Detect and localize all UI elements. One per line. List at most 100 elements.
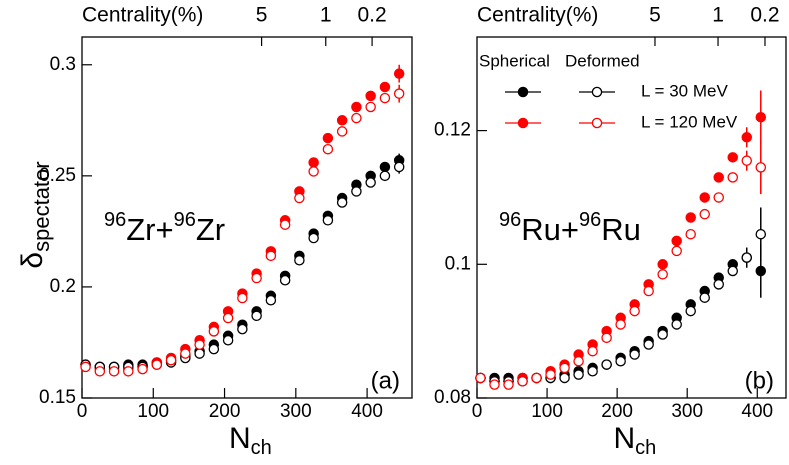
data-point bbox=[251, 310, 262, 322]
x-tick-label: 300 bbox=[671, 401, 703, 422]
data-point bbox=[294, 255, 305, 266]
data-point bbox=[336, 126, 348, 137]
x-axis-label: Nch bbox=[229, 422, 272, 459]
x-axis-label: Nch bbox=[614, 422, 657, 459]
data-point bbox=[629, 305, 640, 317]
data-point bbox=[208, 326, 220, 337]
plot-frame bbox=[476, 36, 787, 399]
system-mass: 96 bbox=[499, 209, 521, 231]
data-point bbox=[208, 343, 220, 355]
legend-marker bbox=[591, 86, 603, 98]
data-point bbox=[671, 319, 682, 330]
y-tick-label: 0.2 bbox=[50, 276, 76, 297]
x-tick-label: 100 bbox=[531, 401, 563, 422]
data-point bbox=[137, 363, 148, 375]
data-point bbox=[379, 161, 391, 173]
system-name: Ru bbox=[601, 212, 641, 247]
data-point bbox=[365, 101, 376, 113]
data-point bbox=[615, 355, 626, 367]
data-point bbox=[741, 252, 753, 263]
data-point bbox=[194, 339, 205, 350]
panel-label: (a) bbox=[371, 367, 400, 394]
data-point bbox=[489, 379, 500, 390]
data-point bbox=[279, 275, 291, 286]
data-point bbox=[279, 219, 291, 230]
legend-row: L = 120 MeV bbox=[641, 112, 738, 131]
data-point bbox=[531, 372, 542, 384]
x-tick-label: 0 bbox=[472, 401, 483, 422]
data-point bbox=[685, 228, 696, 240]
data-point bbox=[393, 161, 405, 173]
data-point bbox=[713, 192, 724, 203]
data-point bbox=[393, 88, 405, 99]
system-label: 96Zr+96Zr bbox=[104, 209, 225, 247]
data-point bbox=[657, 259, 668, 270]
data-point bbox=[671, 235, 682, 247]
data-point bbox=[108, 366, 120, 377]
system-name: Ru+ bbox=[521, 212, 579, 247]
y-tick-label: 0.3 bbox=[50, 54, 76, 75]
data-point bbox=[265, 295, 277, 306]
y-tick-label: 0.12 bbox=[434, 120, 471, 141]
data-point bbox=[643, 285, 654, 297]
legend-marker bbox=[517, 117, 529, 129]
data-point bbox=[741, 155, 753, 166]
x-tick-label: 200 bbox=[601, 401, 633, 422]
system-mass: 96 bbox=[579, 209, 601, 231]
plot-frame bbox=[81, 36, 413, 399]
data-point bbox=[365, 177, 376, 188]
top-tick-label: 1 bbox=[320, 4, 332, 27]
top-axis-label: Centrality(%) bbox=[477, 4, 598, 27]
data-point bbox=[351, 112, 362, 124]
data-point bbox=[685, 305, 696, 317]
data-point bbox=[237, 292, 248, 304]
data-point bbox=[573, 355, 584, 367]
data-point bbox=[699, 292, 710, 303]
data-point bbox=[657, 329, 668, 340]
system-label: 96Ru+96Ru bbox=[499, 209, 641, 247]
x-label-sub: ch bbox=[251, 437, 272, 459]
data-point bbox=[601, 359, 612, 370]
data-point bbox=[379, 81, 391, 93]
x-label-sub: ch bbox=[635, 437, 656, 459]
data-point bbox=[727, 265, 738, 277]
y-tick-label: 0.1 bbox=[445, 253, 471, 274]
data-point bbox=[294, 192, 305, 204]
data-point bbox=[80, 361, 91, 373]
data-point bbox=[615, 319, 626, 330]
data-point bbox=[559, 362, 570, 374]
data-point bbox=[559, 372, 570, 384]
data-point bbox=[308, 166, 319, 177]
data-point bbox=[94, 366, 106, 377]
data-point bbox=[351, 101, 362, 113]
x-tick-label: 400 bbox=[351, 401, 383, 422]
x-label-main: N bbox=[229, 422, 251, 455]
top-tick-label: 5 bbox=[649, 4, 661, 27]
legend-column: Spherical bbox=[479, 51, 550, 70]
x-tick-label: 400 bbox=[741, 401, 773, 422]
data-point bbox=[351, 186, 362, 197]
legend-marker bbox=[591, 117, 603, 129]
system-mass: 96 bbox=[174, 209, 196, 231]
data-point bbox=[657, 269, 668, 280]
data-point bbox=[123, 366, 134, 377]
data-point bbox=[251, 272, 262, 284]
data-point bbox=[545, 369, 556, 380]
x-tick-label: 300 bbox=[280, 401, 312, 422]
data-point bbox=[165, 354, 177, 366]
data-point bbox=[322, 215, 334, 226]
data-point bbox=[517, 376, 528, 387]
system-name: Zr+ bbox=[126, 212, 173, 247]
top-tick-label: 0.2 bbox=[750, 4, 779, 27]
y-label-main: δ bbox=[16, 252, 49, 269]
data-point bbox=[322, 143, 334, 155]
data-point bbox=[365, 90, 376, 102]
data-point bbox=[379, 170, 391, 182]
data-point bbox=[601, 332, 612, 344]
data-point bbox=[727, 172, 738, 183]
data-point bbox=[699, 208, 710, 220]
top-axis-label: Centrality(%) bbox=[82, 4, 203, 27]
data-point bbox=[699, 192, 710, 203]
x-tick-label: 200 bbox=[209, 401, 241, 422]
top-tick-label: 1 bbox=[712, 4, 724, 27]
